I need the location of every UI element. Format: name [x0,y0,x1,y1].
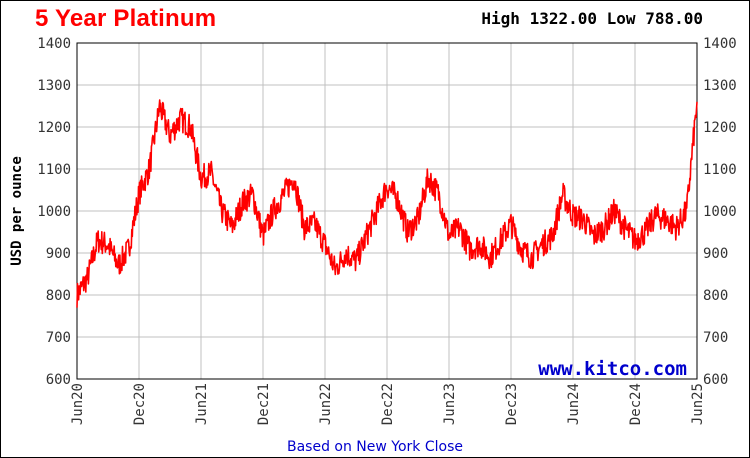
y-tick-label-left: 1300 [37,78,71,94]
y-tick-labels-right: 600 700 800 900 1000 1100 1200 1300 1400 [703,36,737,388]
y-tick-label-left: 800 [46,288,71,304]
series-group [76,99,698,308]
series-line-platinum [76,99,698,308]
y-tick-label-right: 800 [703,288,728,304]
x-tick-label: Jun22 [318,383,334,425]
y-tick-label-right: 900 [703,246,728,262]
y-tick-label-left: 1400 [37,36,71,52]
y-tick-labels-left: 600 700 800 900 1000 1100 1200 1300 1400 [37,36,71,388]
y-tick-label-left: 1200 [37,120,71,136]
x-tick-label: Jun20 [70,383,86,425]
low-value: 788.00 [645,9,703,28]
y-tick-label-right: 1300 [703,78,737,94]
low-label: Low [606,9,636,28]
y-tick-label-left: 900 [46,246,71,262]
x-tick-label: Dec23 [504,383,520,425]
watermark-text: www.kitco.com [538,358,687,380]
y-tick-label-left: 700 [46,330,71,346]
y-tick-label-right: 700 [703,330,728,346]
y-tick-label-left: 1000 [37,204,71,220]
x-tick-label: Jun21 [194,383,210,425]
y-axis-label: USD per ounce [9,156,25,266]
high-low-readout: High 1322.00 Low 788.00 [481,9,703,28]
y-tick-label-left: 1100 [37,162,71,178]
chart-title: 5 Year Platinum [35,5,217,32]
y-tick-label-right: 1100 [703,162,737,178]
high-value: 1322.00 [529,9,598,28]
x-tick-label: Dec21 [256,383,272,425]
grid-lines [77,43,697,379]
y-tick-label-left: 600 [46,372,71,388]
y-tick-label-right: 1200 [703,120,737,136]
x-tick-label: Dec20 [132,383,148,425]
x-tick-label: Jun25 [690,383,706,425]
x-tick-labels: Jun20 Dec20 Jun21 Dec21 Jun22 Dec22 Jun23 Dec23… [70,383,706,425]
footer-note: Based on New York Close [286,439,463,455]
x-tick-label: Jun23 [442,383,458,425]
x-tick-label: Dec22 [380,383,396,425]
y-tick-label-right: 1400 [703,36,737,52]
y-tick-label-right: 600 [703,372,728,388]
x-tick-label: Dec24 [628,383,644,425]
y-tick-label-right: 1000 [703,204,737,220]
x-tick-label: Jun24 [566,383,582,425]
high-label: High [481,9,520,28]
plot-area-border [76,42,698,380]
